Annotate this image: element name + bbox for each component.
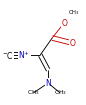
Text: O: O — [61, 18, 67, 28]
Text: N: N — [45, 79, 51, 87]
Text: N$^{+}$: N$^{+}$ — [18, 49, 30, 61]
Text: CH$_3$: CH$_3$ — [68, 8, 79, 17]
Text: $^{-}$C: $^{-}$C — [2, 49, 13, 60]
Text: CH$_3$: CH$_3$ — [54, 89, 67, 97]
Text: O: O — [69, 39, 75, 47]
Text: CH$_3$: CH$_3$ — [27, 89, 40, 97]
